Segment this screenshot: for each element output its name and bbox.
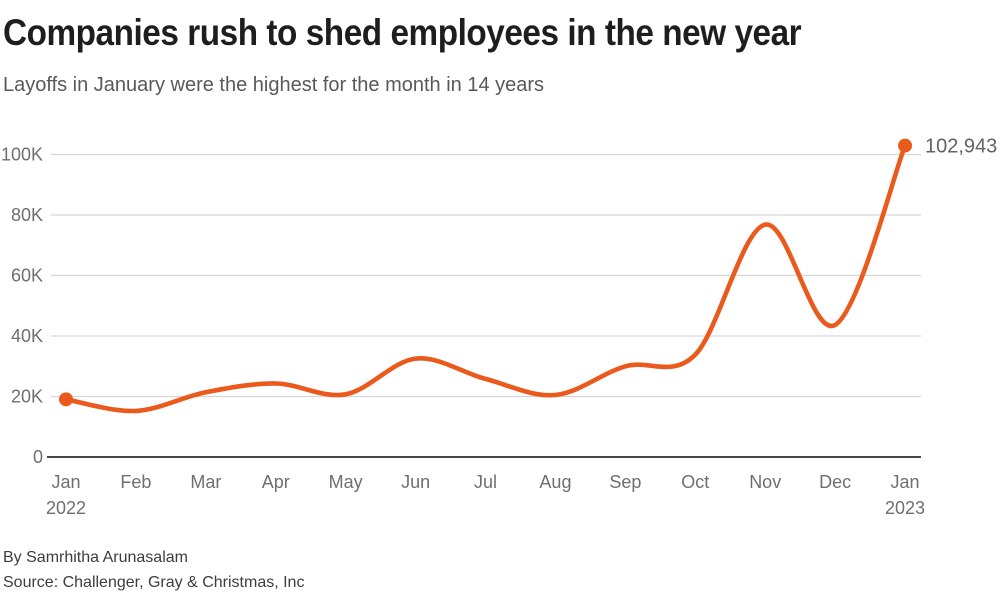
x-tick-label: Sep: [609, 472, 641, 492]
y-tick-label: 40K: [11, 326, 43, 346]
x-tick-label: Nov: [749, 472, 781, 492]
y-tick-label: 0: [33, 447, 43, 467]
x-tick-label: Jan: [51, 472, 80, 492]
y-tick-label: 20K: [11, 387, 43, 407]
x-tick-label: Apr: [262, 472, 290, 492]
x-tick-label: Jun: [401, 472, 430, 492]
x-tick-label: Jan: [891, 472, 920, 492]
byline: By Samrhitha Arunasalam: [3, 549, 188, 566]
y-tick-label: 80K: [11, 205, 43, 225]
y-tick-label: 100K: [1, 145, 43, 165]
source-credit: Source: Challenger, Gray & Christmas, In…: [3, 574, 305, 591]
line-chart: 0 20K 40K 60K 80K 100K Jan 2022 Feb Mar Apr May Jun J…: [0, 120, 1000, 540]
x-tick-year-label: 2022: [46, 498, 86, 518]
page-title: Companies rush to shed employees in the …: [3, 12, 802, 53]
x-tick-label: Aug: [539, 472, 571, 492]
x-tick-label: Jul: [474, 472, 497, 492]
x-tick-label: Dec: [819, 472, 851, 492]
x-tick-year-label: 2023: [885, 498, 925, 518]
data-line: [63, 143, 908, 414]
data-point-last: [898, 138, 913, 153]
data-point-first: [59, 392, 73, 407]
x-tick-label: Mar: [190, 472, 221, 492]
chart-canvas: 0 20K 40K 60K 80K 100K Jan 2022 Feb Mar Apr May Jun J…: [1, 136, 997, 518]
chart-subtitle: Layoffs in January were the highest for …: [3, 74, 545, 96]
end-value-label: 102,943: [925, 136, 997, 158]
x-tick-label: May: [329, 472, 363, 492]
y-tick-label: 60K: [11, 266, 43, 286]
x-tick-label: Oct: [681, 472, 709, 492]
x-tick-label: Feb: [120, 472, 151, 492]
